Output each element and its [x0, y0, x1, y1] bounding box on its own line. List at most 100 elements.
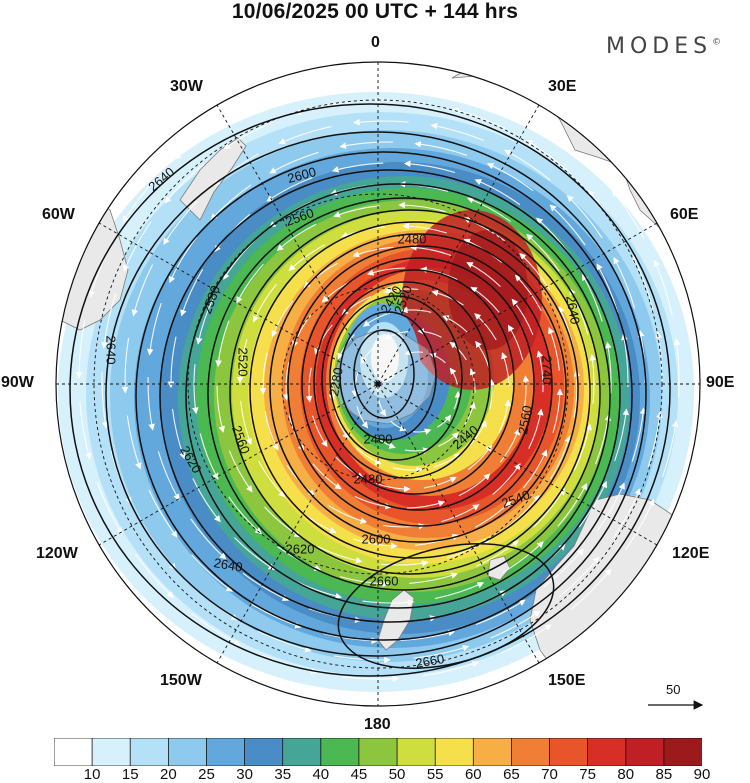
- streamline-arrow: [210, 184, 252, 221]
- streamline-arrow: [453, 390, 462, 410]
- contour-label: 2660: [414, 651, 445, 671]
- height-contour: [207, 197, 601, 591]
- graticule: [56, 62, 700, 706]
- streamline-arrow: [384, 356, 399, 370]
- colorbar-bin: [282, 738, 322, 766]
- streamline-arrow: [148, 489, 178, 538]
- streamline-arrow: [234, 537, 276, 570]
- streamline-arrow: [536, 350, 544, 393]
- lon-label-120e: 120E: [672, 545, 710, 562]
- height-contour: [321, 281, 491, 479]
- height-contour: [135, 151, 633, 641]
- streamline-arrow: [258, 460, 286, 498]
- lon-label-180: 180: [364, 716, 391, 733]
- streamline-arrow: [500, 624, 552, 654]
- streamline-arrow: [514, 274, 542, 312]
- streamline-arrow: [522, 375, 530, 414]
- height-contour: [313, 269, 515, 495]
- colorbar-bin: [244, 738, 284, 766]
- streamline-arrow: [223, 121, 274, 150]
- contour-label: 2400: [364, 431, 393, 446]
- lon-label-150w: 150W: [160, 672, 202, 689]
- streamline-arrow: [502, 541, 544, 574]
- streamline-arrow: [303, 262, 338, 289]
- streamline-arrow: [318, 78, 377, 88]
- lon-label-120w: 120W: [36, 545, 78, 562]
- colorbar-bin: [320, 738, 360, 766]
- height-contour: [353, 329, 415, 419]
- streamline-arrow: [157, 451, 180, 501]
- contour-label: 2660: [370, 573, 399, 588]
- streamline-arrow: [558, 556, 600, 598]
- contour-label: 2280: [326, 366, 346, 397]
- streamline-arrow: [126, 415, 142, 470]
- south-pole-marker: [375, 381, 381, 387]
- lon-label-60e: 60E: [670, 206, 699, 223]
- meridian-150e-30w: [216, 104, 540, 664]
- streamline-arrow: [362, 599, 415, 606]
- streamline-arrow: [401, 306, 432, 314]
- streamline-arrow: [611, 189, 645, 239]
- colorbar-tick-75: 75: [579, 766, 596, 783]
- contour-label: 2640: [563, 294, 583, 325]
- land-antarctic-peninsula: [179, 137, 247, 221]
- streamline-arrow: [146, 302, 162, 356]
- colorbar-bin: [358, 738, 398, 766]
- streamline-arrow: [356, 447, 382, 465]
- streamline-arrow: [533, 488, 565, 528]
- streamline-arrow: [356, 406, 369, 429]
- streamline-arrow: [573, 423, 593, 471]
- height-contour: [339, 311, 437, 441]
- streamline-arrow: [171, 408, 186, 460]
- colorbar-bin: [625, 738, 665, 766]
- lon-label-60w: 60W: [42, 206, 75, 223]
- streamline-arrow: [362, 312, 390, 327]
- colorbar-tick-90: 90: [693, 766, 711, 783]
- wind-speed-shading: [58, 92, 694, 692]
- streamline-arrow: [613, 257, 636, 309]
- streamline-arrow: [251, 603, 302, 629]
- streamline-arrow: [328, 505, 368, 524]
- height-contour: [105, 131, 647, 657]
- colorbar-tick-50: 50: [388, 766, 406, 783]
- streamline-arrow: [413, 644, 470, 659]
- streamline-arrow: [570, 568, 612, 611]
- streamline-arrow: [123, 221, 152, 272]
- streamline-arrow: [557, 483, 587, 527]
- streamline-arrow: [378, 399, 387, 417]
- streamline-arrow: [470, 286, 500, 313]
- streamline-arrow: [241, 90, 296, 113]
- streamline-arrow: [191, 612, 241, 646]
- streamline-arrow: [404, 349, 424, 356]
- streamline-arrow: [441, 504, 480, 523]
- latitude-circle: [281, 287, 475, 481]
- streamline-arrow: [333, 205, 380, 218]
- streamline-arrow: [437, 414, 452, 428]
- streamline-arrow: [434, 582, 485, 600]
- streamline-arrow: [466, 262, 501, 287]
- colorbar-bin: [510, 738, 551, 766]
- streamline-arrow: [475, 599, 526, 626]
- colorbar-tick-30: 30: [236, 766, 253, 783]
- colorbar-tick-70: 70: [541, 766, 558, 783]
- streamline-arrow: [266, 177, 313, 202]
- contour-label: 2600: [362, 531, 391, 546]
- streamline-arrow: [96, 481, 123, 535]
- streamline-arrow: [236, 339, 248, 384]
- lon-label-30e: 30E: [548, 78, 577, 95]
- streamline-arrow: [466, 197, 511, 222]
- colorbar-bin: [472, 738, 513, 766]
- colorbar-tick-35: 35: [274, 766, 292, 783]
- streamline-arrow: [438, 432, 459, 447]
- streamline-arrow: [621, 333, 629, 388]
- streamline-arrow: [399, 76, 458, 90]
- contour-label: 2620: [286, 541, 315, 556]
- streamline-arrow: [504, 149, 551, 181]
- streamline-arrow: [673, 338, 681, 397]
- streamline-arrow: [406, 500, 446, 509]
- streamline-arrow: [409, 244, 452, 257]
- streamline-arrow: [490, 610, 541, 639]
- colorbar-bin: [91, 738, 131, 766]
- streamline-arrow: [191, 554, 233, 592]
- streamline-arrow: [305, 367, 313, 403]
